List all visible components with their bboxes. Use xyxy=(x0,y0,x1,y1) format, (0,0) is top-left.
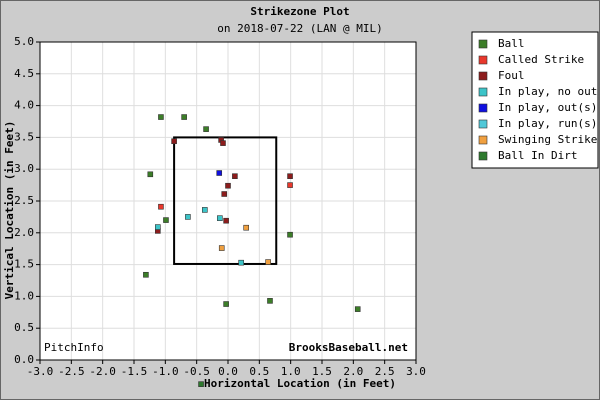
point xyxy=(158,114,164,120)
point xyxy=(198,381,204,387)
legend-swatch xyxy=(478,151,488,161)
point xyxy=(185,214,191,220)
x-tick-label: -1.0 xyxy=(152,365,179,378)
chart-title: Strikezone Plot xyxy=(250,5,349,18)
legend-label: In play, run(s) xyxy=(498,117,597,130)
y-tick-label: 2.0 xyxy=(14,226,34,239)
y-tick-label: 1.5 xyxy=(14,258,34,271)
legend-swatch xyxy=(478,103,488,113)
legend-label: In play, out(s) xyxy=(498,101,597,114)
legend-swatch xyxy=(478,39,488,49)
legend-label: In play, no out xyxy=(498,85,597,98)
y-tick-label: 4.0 xyxy=(14,99,34,112)
x-axis-label: Horizontal Location (in Feet) xyxy=(204,377,396,390)
point xyxy=(220,140,226,146)
plot-border xyxy=(39,41,417,361)
point xyxy=(147,171,154,178)
x-tick-label: 1.5 xyxy=(312,365,332,378)
x-tick-label: -2.0 xyxy=(89,365,116,378)
watermark: PitchInfo xyxy=(44,341,104,354)
point xyxy=(221,191,228,197)
point xyxy=(232,173,238,179)
point xyxy=(158,203,164,210)
y-tick-label: 0.5 xyxy=(14,321,34,334)
legend-box xyxy=(471,31,599,169)
legend-swatch xyxy=(478,119,488,129)
y-tick-label: 2.5 xyxy=(14,194,34,207)
point xyxy=(354,306,361,312)
y-tick-label: 3.5 xyxy=(14,130,34,143)
x-tick-label: -3.0 xyxy=(27,365,54,378)
point xyxy=(287,182,293,188)
x-tick-label: 2.5 xyxy=(375,365,395,378)
point xyxy=(202,207,208,213)
x-tick-label: 2.0 xyxy=(343,365,363,378)
y-tick-label: 1.0 xyxy=(14,289,34,302)
watermark: BrooksBaseball.net xyxy=(289,341,408,354)
point xyxy=(217,215,223,221)
chart-subtitle: on 2018-07-22 (LAN @ MIL) xyxy=(217,22,383,35)
point xyxy=(223,301,229,307)
legend-label: Ball xyxy=(498,37,525,50)
x-tick-label: 1.0 xyxy=(281,365,301,378)
legend-label: Ball In Dirt xyxy=(498,149,577,162)
point xyxy=(267,298,273,304)
legend-label: Foul xyxy=(498,69,525,82)
point xyxy=(265,259,271,265)
legend-label: Swinging Strike xyxy=(498,133,597,146)
point xyxy=(163,217,169,223)
legend-label: Called Strike xyxy=(498,53,584,66)
point xyxy=(155,224,161,230)
point xyxy=(243,224,249,231)
y-axis-label: Vertical Location (in Feet) xyxy=(3,121,16,300)
y-tick-label: 4.5 xyxy=(14,67,34,80)
legend-swatch xyxy=(478,87,488,97)
x-tick-label: 0.0 xyxy=(218,365,238,378)
y-tick-label: 5.0 xyxy=(14,35,34,48)
legend-swatch xyxy=(478,71,488,81)
legend-swatch xyxy=(478,135,488,145)
point xyxy=(203,126,209,132)
point xyxy=(181,114,187,120)
point xyxy=(223,217,229,224)
x-tick-label: -1.5 xyxy=(121,365,148,378)
x-tick-label: -2.5 xyxy=(58,365,85,378)
y-tick-label: 3.0 xyxy=(14,162,34,175)
point xyxy=(287,231,293,238)
point xyxy=(218,245,225,251)
point xyxy=(143,271,149,278)
point xyxy=(225,182,231,189)
x-tick-label: -0.5 xyxy=(183,365,210,378)
y-tick-label: 0.0 xyxy=(14,353,34,366)
x-tick-label: 3.0 xyxy=(406,365,426,378)
strike-zone xyxy=(173,136,278,265)
point xyxy=(171,138,177,145)
point xyxy=(238,259,244,266)
point xyxy=(287,173,293,179)
x-tick-label: 0.5 xyxy=(249,365,269,378)
legend-swatch xyxy=(478,55,488,65)
point xyxy=(216,170,223,176)
